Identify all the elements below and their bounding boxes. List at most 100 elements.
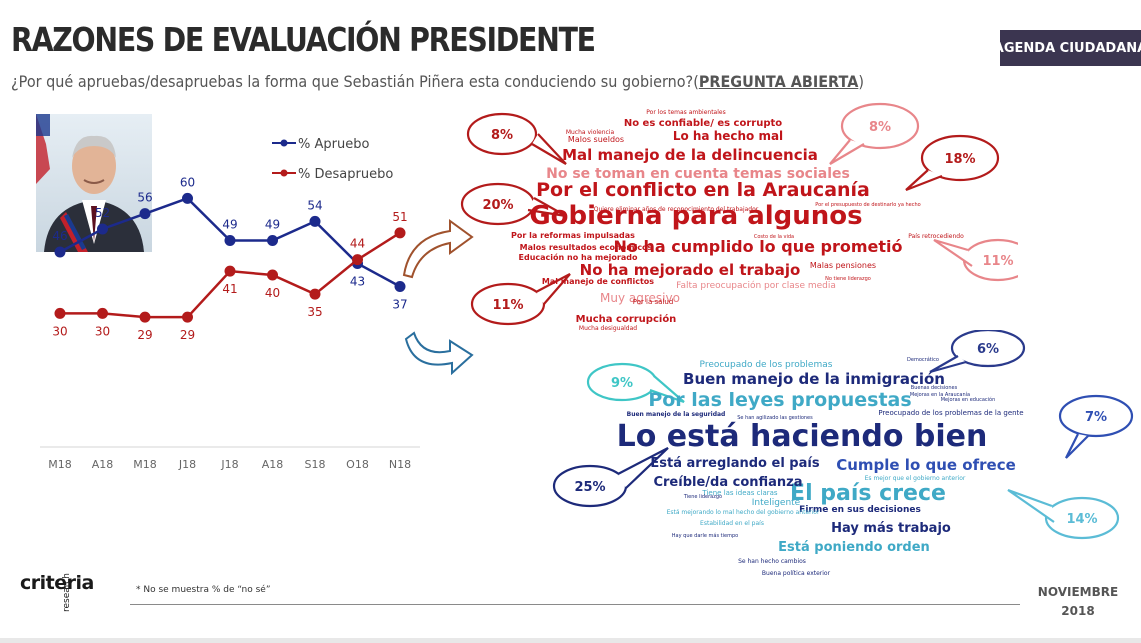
cloud-word: Gobierna para algunos: [529, 201, 862, 231]
bubble-neg-2: [829, 102, 920, 165]
cloud-word: Costo de la vida: [754, 234, 794, 240]
x-tick-label: A18: [92, 458, 114, 471]
cloud-word: No se toman en cuenta temas sociales: [546, 166, 850, 182]
data-label: 29: [180, 328, 195, 342]
data-label: 60: [180, 175, 195, 189]
brand-badge: AGENDA CIUDADANA: [994, 30, 1141, 66]
data-label: 56: [137, 191, 152, 205]
cloud-word: Por las leyes propuestas: [648, 389, 911, 411]
wordcloud-positive: 6% 9% 7% 25% 14% Lo está haciendo bien El…: [552, 330, 1134, 577]
x-tick-label: M18: [48, 458, 72, 471]
bubble-neg-4: [460, 182, 567, 226]
cloud-word: Se han hecho cambios: [738, 558, 806, 565]
data-label: 35: [307, 305, 322, 319]
cloud-word: Preocupado de los problemas: [700, 360, 833, 370]
x-tick-label: N18: [389, 458, 411, 471]
footnote: * No se muestra % de “no sé”: [136, 585, 271, 595]
bubble-pos-4: [552, 447, 669, 508]
subtitle-question: ¿Por qué apruebas/desapruebas la forma q…: [11, 72, 699, 91]
president-photo: [36, 114, 152, 252]
x-tick-label: J18: [220, 458, 238, 471]
data-label: 30: [52, 324, 67, 338]
bubble-pos-label: 14%: [1066, 512, 1097, 527]
legend-marker-apruebo: [280, 139, 288, 147]
bubble-pos-2: [586, 362, 685, 404]
cloud-word: Es mejor que el gobierno anterior: [865, 475, 966, 482]
bubble-neg-6: [470, 273, 571, 326]
subtitle-tag: PREGUNTA ABIERTA: [698, 72, 859, 91]
line-chart: % Apruebo % Desapruebo M18 A18 M18 J18 J18 A1…: [40, 137, 420, 471]
cloud-word: Malas pensiones: [810, 261, 876, 270]
page-subtitle: ¿Por qué apruebas/desapruebas la forma q…: [11, 72, 864, 91]
cloud-word: Estabilidad en el país: [700, 520, 764, 527]
bubble-neg-1: [466, 112, 567, 165]
cloud-word: Mucha violencia: [566, 129, 615, 136]
cloud-word: Malos resultados económicos: [520, 242, 653, 252]
bubble-pos-5: [1007, 488, 1120, 540]
data-label: 49: [265, 218, 280, 232]
cloud-word: Tiene liderazgo: [683, 494, 722, 500]
cloud-word: Hay que darle más tiempo: [672, 532, 738, 539]
cloud-word: Por el conflicto en la Araucanía: [536, 179, 870, 201]
cloud-word: Hay más trabajo: [831, 521, 951, 536]
cloud-word: Está poniendo orden: [778, 540, 930, 555]
x-tick-label: S18: [305, 458, 326, 471]
legend-marker-desapruebo: [280, 169, 288, 177]
cloud-word: Está arreglando el país: [650, 456, 819, 471]
bubble-neg-label: 20%: [482, 198, 513, 213]
data-point: [97, 307, 108, 319]
data-point: [267, 269, 278, 281]
data-point: [309, 288, 321, 300]
data-point: [267, 235, 278, 246]
data-label: 40: [265, 286, 280, 300]
cloud-word: Por la salud: [633, 298, 674, 306]
cloud-word: Educación no ha mejorado: [519, 252, 638, 262]
data-label: 41: [222, 282, 237, 296]
criteria-logo-sub: research: [62, 573, 72, 612]
data-point: [182, 192, 193, 204]
data-point: [182, 311, 193, 323]
wordcloud-negative: 8% 8% 18% 20% 11% 11% Gobierna para algu…: [460, 102, 1018, 332]
data-point: [394, 227, 406, 239]
bubble-pos-label: 7%: [1085, 410, 1107, 425]
cloud-word: Malos sueldos: [568, 135, 624, 144]
bottom-strip: [0, 638, 1141, 643]
bubble-neg-label: 18%: [944, 152, 975, 167]
cloud-word: Se han agilizado las gestiones: [737, 415, 813, 421]
cloud-word: Lo está haciendo bien: [617, 419, 988, 454]
legend-label-desapruebo: % Desapruebo: [298, 167, 393, 182]
data-point: [97, 223, 108, 235]
page-title: RAZONES DE EVALUACIÓN PRESIDENTE: [11, 20, 596, 59]
criteria-logo: criteria: [20, 572, 94, 594]
cloud-word: Por la reformas impulsadas: [511, 231, 635, 240]
data-label: 30: [95, 324, 110, 338]
cloud-word: No es confiable/ es corrupto: [624, 118, 782, 129]
bubble-neg-label: 11%: [492, 298, 523, 313]
arrow-up-icon: [402, 219, 474, 279]
arrow-down-icon: [404, 331, 474, 375]
data-label: 52: [95, 206, 110, 220]
data-label: 43: [350, 275, 365, 289]
data-point: [139, 311, 151, 323]
cloud-word: Muy agresivo: [600, 291, 680, 305]
cloud-word: Mucha corrupción: [576, 313, 677, 325]
bubble-neg-label: 8%: [491, 128, 513, 143]
data-point: [54, 307, 66, 319]
cloud-word: Por el presupuesto de destinarlo ya hech…: [815, 202, 920, 208]
cloud-word: Mejoras en la Araucanía: [910, 391, 970, 398]
x-tick-label: M18: [133, 458, 157, 471]
date-year: 2018: [1061, 604, 1095, 618]
bubble-neg-5: [933, 238, 1018, 282]
data-label: 29: [137, 328, 152, 342]
data-point: [224, 235, 236, 246]
cloud-word: Mejoras en educación: [941, 396, 996, 403]
cloud-word: Mal manejo de la delincuencia: [562, 146, 818, 164]
cloud-word: Mucha desigualdad: [579, 325, 637, 332]
footer-divider: [130, 604, 1020, 605]
bubble-neg-label: 8%: [869, 120, 891, 135]
cloud-word: No ha mejorado el trabajo: [580, 261, 801, 279]
chart-legend: % Apruebo % Desapruebo: [272, 137, 393, 182]
cloud-word: Buena política exterior: [762, 570, 831, 577]
cloud-word: Buenas decisiones: [911, 385, 958, 391]
cloud-word: Buen manejo de la inmigración: [683, 370, 945, 388]
